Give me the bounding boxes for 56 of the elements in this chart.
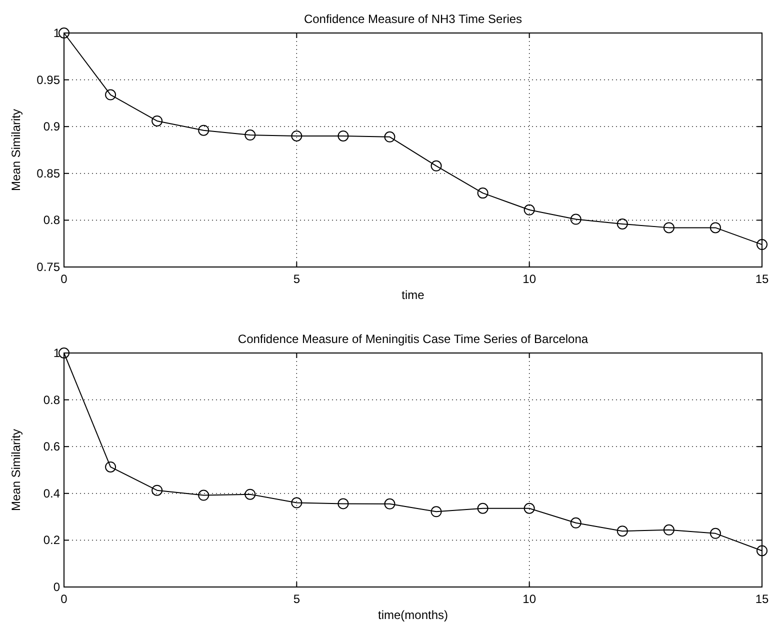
- y-tick-label: 0.8: [43, 213, 60, 228]
- point: [58, 28, 70, 38]
- y-tick-label: 0.6: [43, 440, 60, 454]
- y-tick-label: 1: [53, 26, 60, 40]
- point: [384, 131, 396, 142]
- y-axis-title: Mean Similarity: [9, 428, 23, 512]
- point: [152, 484, 163, 496]
- point: [477, 502, 488, 514]
- chart-title: Confidence Measure of NH3 Time Series: [304, 12, 522, 26]
- point: [244, 130, 256, 141]
- x-tick-label: 15: [755, 592, 769, 606]
- x-tick-label: 5: [293, 272, 300, 286]
- y-tick-label: 0.2: [43, 533, 60, 548]
- y-tick-label: 0.8: [43, 392, 60, 407]
- point: [477, 188, 488, 199]
- point: [663, 222, 674, 234]
- point: [756, 545, 768, 556]
- point: [710, 528, 721, 539]
- y-tick-label: 0.9: [43, 120, 60, 134]
- point: [663, 524, 674, 536]
- point: [105, 89, 116, 100]
- x-tick-label: 10: [522, 592, 536, 606]
- point: [710, 222, 721, 234]
- x-tick-label: 15: [755, 272, 769, 286]
- point: [338, 130, 349, 142]
- point: [338, 498, 349, 510]
- point: [291, 497, 302, 508]
- y-axis-title: Mean Similarity: [9, 108, 23, 192]
- point: [570, 517, 582, 528]
- x-axis-title: time: [402, 288, 425, 302]
- y-tick-label: 0.4: [43, 486, 60, 500]
- point: [198, 490, 210, 501]
- point: [105, 461, 116, 472]
- point: [198, 124, 210, 136]
- point: [524, 204, 535, 216]
- point: [756, 239, 768, 250]
- point: [152, 115, 163, 126]
- point: [244, 488, 256, 500]
- point: [384, 498, 396, 510]
- point: [570, 214, 582, 225]
- x-axis-title: time(months): [378, 608, 448, 622]
- point: [430, 506, 442, 518]
- y-tick-label: 0.95: [36, 72, 60, 87]
- y-tick-label: 0: [53, 580, 60, 594]
- chart-title: Confidence Measure of Meningitis Case Time Series of Barcelona: [238, 332, 588, 346]
- point: [616, 526, 628, 537]
- y-tick-label: 1: [53, 346, 60, 360]
- point: [291, 130, 302, 142]
- y-tick-label: 0.75: [36, 260, 60, 274]
- point: [58, 348, 70, 358]
- point: [430, 160, 442, 172]
- x-tick-label: 10: [522, 272, 536, 286]
- point: [524, 502, 535, 514]
- y-tick-label: 0.85: [36, 166, 60, 180]
- point: [616, 218, 628, 230]
- x-tick-label: 5: [293, 592, 300, 606]
